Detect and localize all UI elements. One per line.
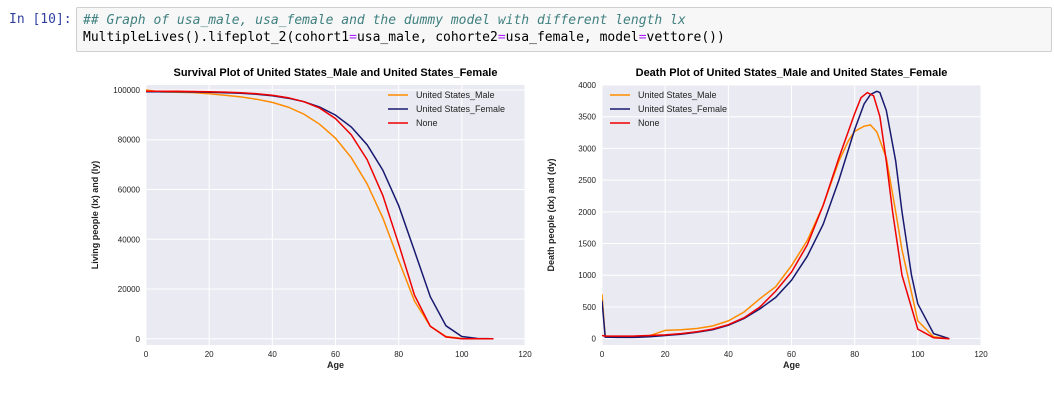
code-token: MultipleLives().lifeplot_2(cohort1 (83, 30, 350, 45)
legend-entry: United States_Male (638, 90, 717, 100)
code-token: vettore()) (646, 30, 725, 45)
y-tick-label: 100000 (113, 86, 140, 95)
code-token: usa_female, model (505, 30, 639, 45)
cell-prompt: In [10]: (9, 12, 72, 27)
legend-entry: None (416, 118, 438, 128)
y-tick-label: 2000 (578, 208, 596, 217)
code-operator: = (349, 30, 357, 45)
y-tick-label: 60000 (118, 185, 141, 194)
x-axis-label: Age (783, 360, 800, 370)
chart-title: Death Plot of United States_Male and Uni… (636, 67, 948, 79)
y-tick-label: 80000 (118, 136, 141, 145)
x-tick-label: 60 (331, 350, 340, 359)
series-line (146, 90, 494, 340)
code-cell-input[interactable]: ## Graph of usa_male, usa_female and the… (76, 7, 1052, 52)
x-tick-label: 20 (205, 350, 214, 359)
y-tick-label: 0 (592, 335, 597, 344)
x-tick-label: 80 (850, 350, 859, 359)
x-tick-label: 0 (600, 350, 605, 359)
x-tick-label: 40 (268, 350, 277, 359)
y-axis-label: Death people (dx) and (dy) (546, 158, 556, 271)
code-token: usa_male, cohorte2 (356, 30, 498, 45)
chart-survival: 0 20 40 60 80 100 120 0 20000 40000 60000 80000 1000… (90, 67, 532, 370)
x-tick-label: 20 (661, 350, 670, 359)
legend-entry: None (638, 118, 660, 128)
legend-entry: United States_Female (416, 104, 505, 114)
legend-entry: United States_Male (416, 90, 495, 100)
x-tick-label: 100 (911, 350, 925, 359)
output-figure: 0 20 40 60 80 100 1200200004000060000800001000… (90, 67, 988, 370)
series-line (602, 91, 950, 340)
x-tick-label: 100 (455, 350, 469, 359)
x-tick-label: 40 (724, 350, 733, 359)
code-line: MultipleLives().lifeplot_2(cohort1=usa_m… (83, 29, 1045, 46)
legend-entry: United States_Female (638, 104, 727, 114)
y-tick-label: 2500 (578, 176, 596, 185)
y-tick-label: 20000 (118, 285, 141, 294)
x-axis-label: Age (327, 360, 344, 370)
x-tick-label: 0 (144, 350, 149, 359)
x-tick-label: 60 (787, 350, 796, 359)
y-tick-label: 40000 (118, 235, 141, 244)
x-tick-label: 80 (394, 350, 403, 359)
y-tick-label: 1000 (578, 271, 596, 280)
chart-title: Survival Plot of United States_Male and … (174, 67, 498, 79)
code-operator: = (497, 30, 506, 45)
y-tick-label: 4000 (578, 81, 596, 90)
y-tick-label: 0 (136, 335, 141, 344)
y-axis-label: Living people (lx) and (ly) (90, 161, 100, 270)
y-tick-label: 3000 (578, 144, 596, 153)
x-tick-label: 120 (518, 350, 532, 359)
code-operator: = (638, 30, 647, 45)
chart-death: 0 20 40 60 80 100 120 0 500 1000 1500 2000 2500 3000 3… (546, 67, 988, 370)
y-tick-label: 1500 (578, 240, 596, 249)
y-tick-label: 3500 (578, 113, 596, 122)
code-comment: ## Graph of usa_male, usa_female and the… (83, 13, 686, 28)
series-line (602, 90, 950, 340)
y-tick-label: 500 (583, 303, 597, 312)
x-tick-label: 120 (974, 350, 988, 359)
series-line (602, 124, 950, 340)
